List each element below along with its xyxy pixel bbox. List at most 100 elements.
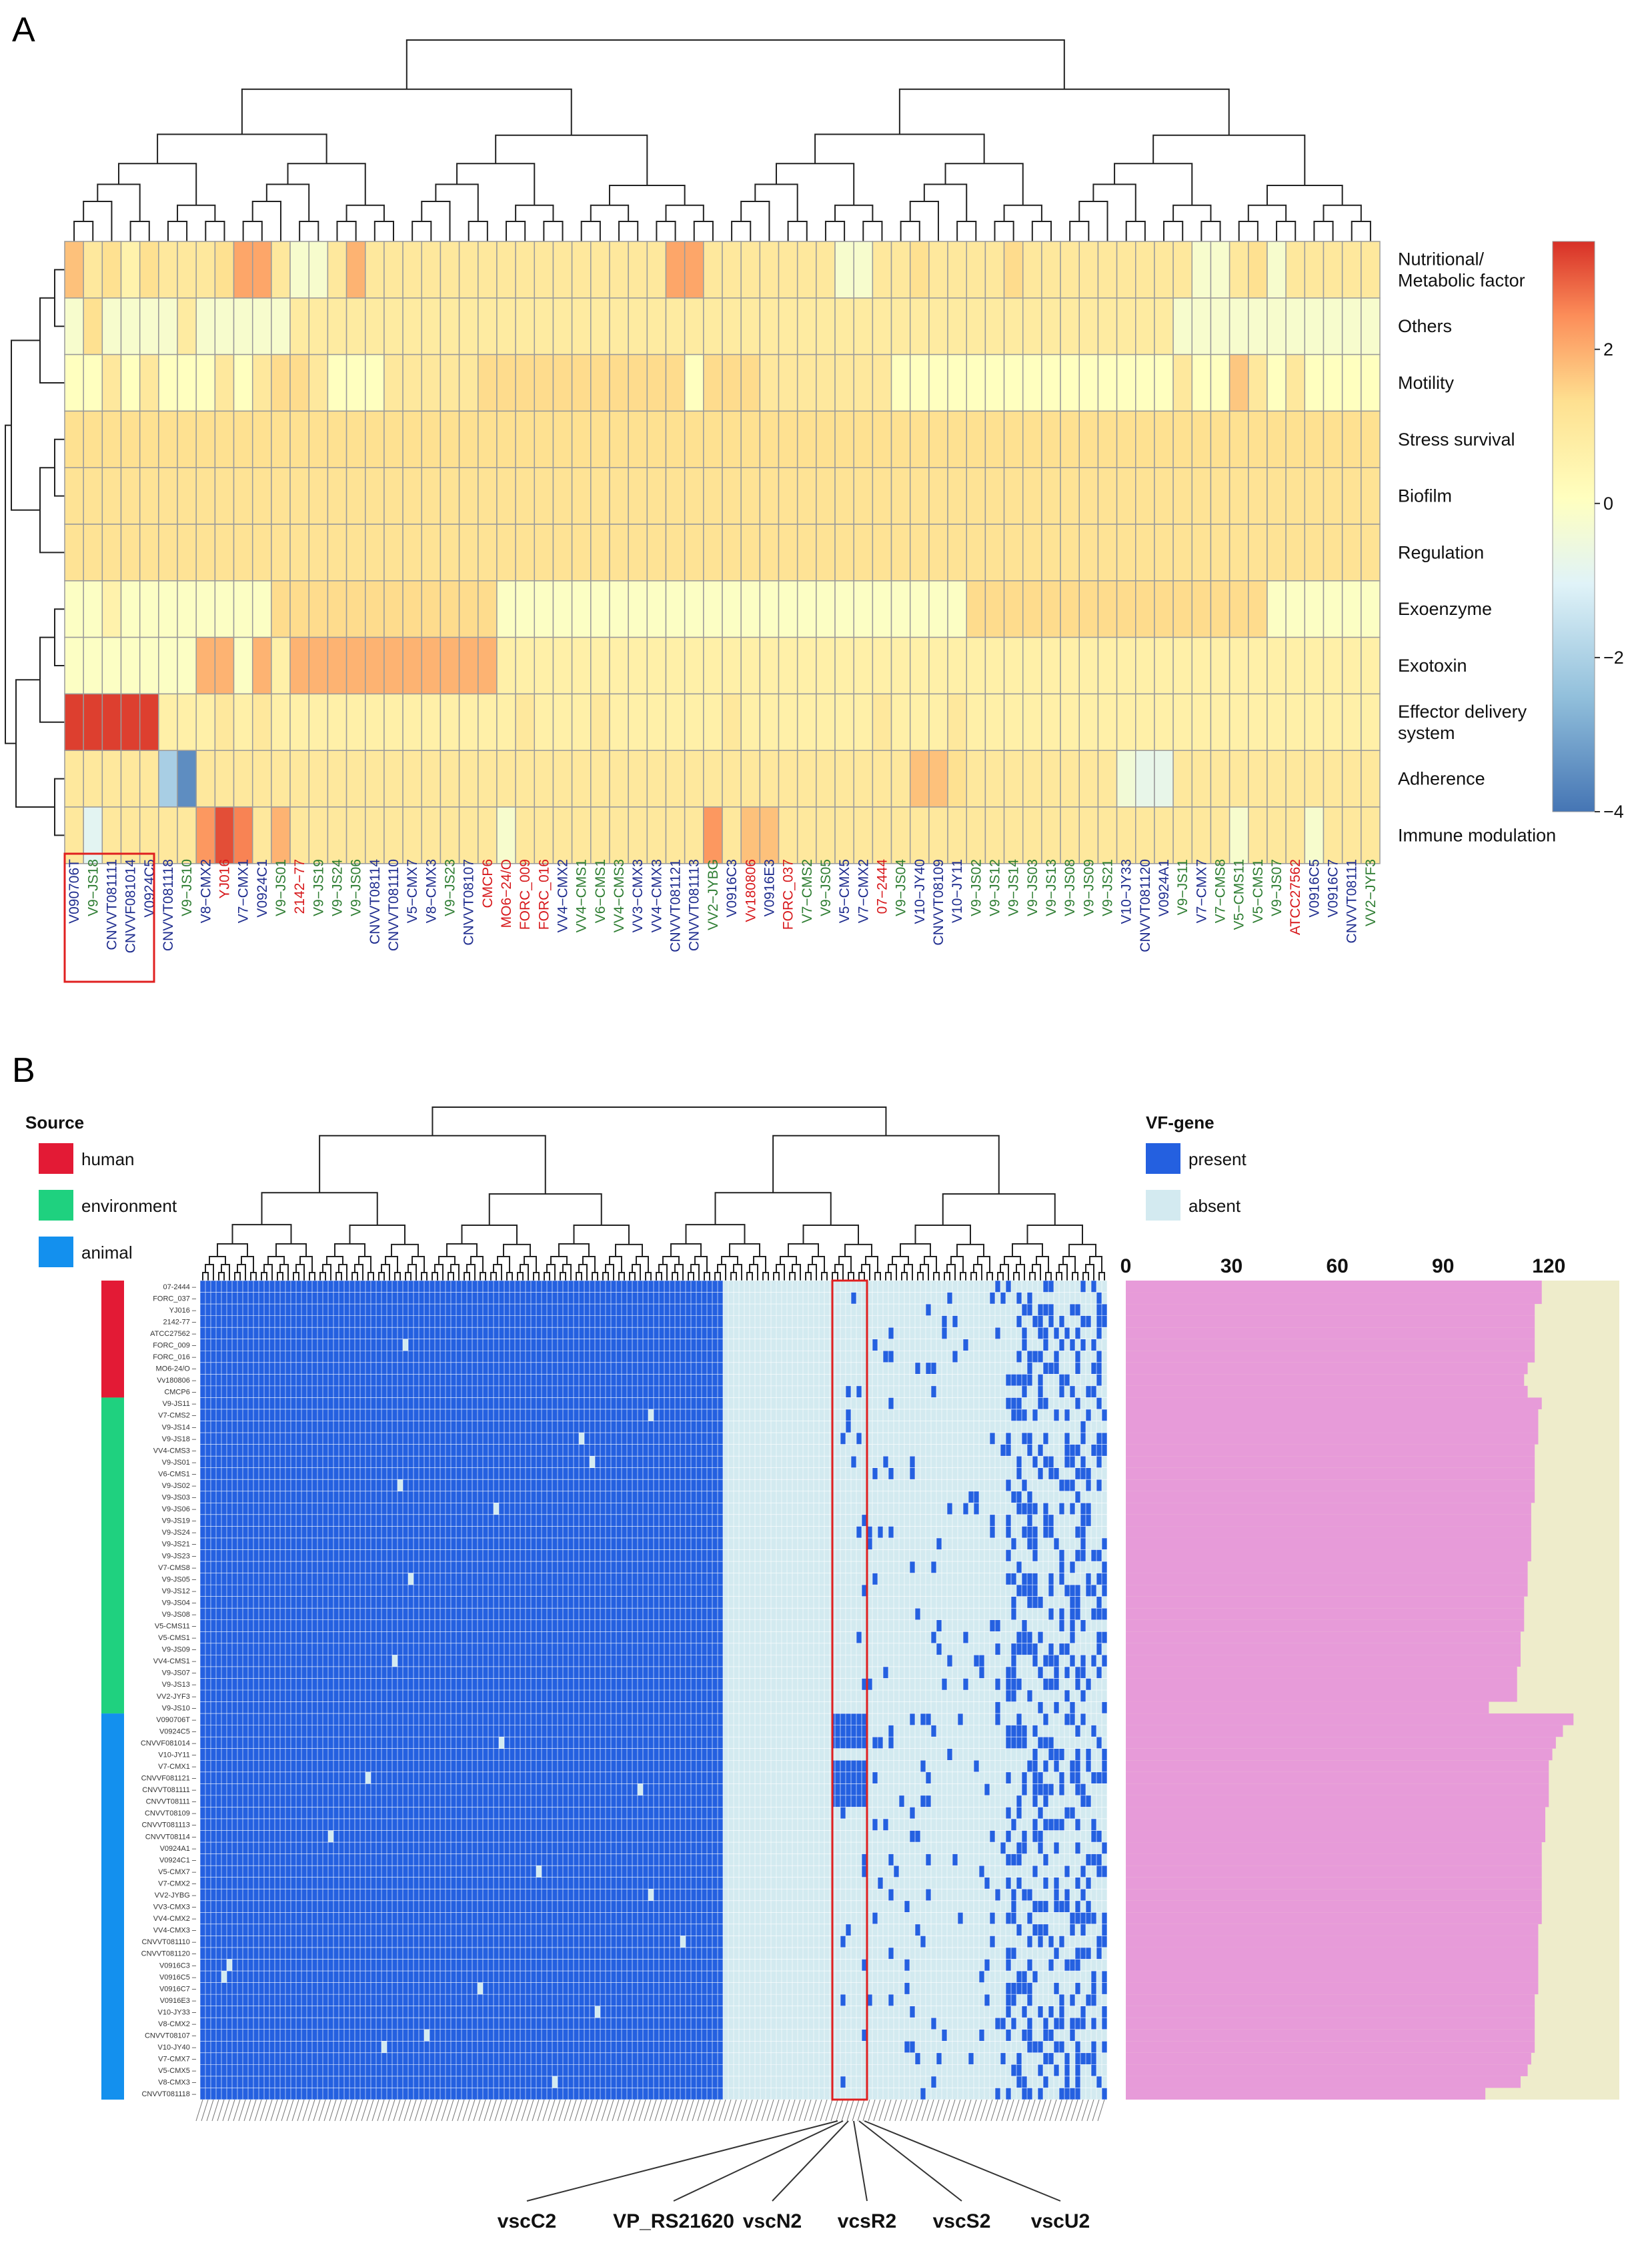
gene-tick — [622, 2099, 630, 2122]
source-legend-label: environment — [81, 1196, 177, 1216]
gene-tick — [793, 2099, 801, 2122]
heatmap-cell — [1011, 1737, 1016, 1749]
heatmap-cell — [1022, 750, 1042, 808]
strain-label: CNVVT081120 – — [141, 1950, 197, 1958]
dendrogram-branch — [762, 1272, 769, 1281]
heatmap-cell — [1054, 1842, 1059, 1854]
vf-count-bar — [1126, 1971, 1539, 1983]
heatmap-cell — [1006, 1807, 1011, 1819]
heatmap-cell — [816, 297, 836, 355]
heatmap-cell — [1064, 1327, 1070, 1339]
column-label: V0916C3 — [724, 859, 740, 918]
heatmap-cell — [722, 524, 742, 582]
heatmap-cell — [909, 693, 930, 751]
heatmap-cell — [665, 580, 686, 638]
gene-tick — [638, 2099, 646, 2122]
heatmap-cell — [1116, 750, 1136, 808]
heatmap-cell — [832, 1737, 867, 1749]
heatmap-cell — [1097, 241, 1118, 299]
heatmap-cell — [920, 1795, 926, 1807]
dendrogram-branch — [986, 1272, 993, 1281]
heatmap-cell — [867, 1537, 872, 1550]
heatmap-cell — [1078, 353, 1099, 412]
heatmap-cell — [1285, 806, 1306, 864]
heatmap-cell — [424, 2029, 430, 2042]
heatmap-cell — [101, 297, 122, 355]
heatmap-cell — [214, 750, 235, 808]
heatmap-cell — [1016, 2064, 1022, 2076]
heatmap-cell — [931, 1561, 936, 1573]
heatmap-cell — [1154, 806, 1174, 864]
dendrogram-branch — [629, 1272, 636, 1281]
heatmap-cell — [926, 1362, 931, 1375]
bar-axis-tick-label: 0 — [1120, 1255, 1132, 1277]
heatmap-cell — [383, 580, 403, 638]
column-label: FORC_016 — [536, 859, 552, 930]
heatmap-cell — [846, 1409, 851, 1421]
heatmap-cell — [1011, 1655, 1016, 1667]
vf-count-bar — [1126, 1467, 1535, 1480]
gene-tick — [516, 2099, 524, 2122]
strain-label: VV2-JYBG – — [155, 1892, 197, 1900]
heatmap-cell — [1341, 693, 1362, 751]
gene-tick — [836, 2099, 844, 2122]
heatmap-cell — [1361, 524, 1381, 582]
heatmap-cell — [915, 1362, 920, 1375]
heatmap-cell — [890, 297, 911, 355]
heatmap-cell — [665, 353, 686, 412]
row-label: Immune modulation — [1398, 825, 1556, 845]
dendrogram-branch — [1031, 221, 1052, 241]
heatmap-cell — [1080, 1889, 1086, 1901]
strain-label: V0916C5 – — [159, 1974, 197, 1982]
heatmap-cell — [1096, 1631, 1102, 1643]
heatmap-cell — [496, 467, 516, 525]
heatmap-cell — [403, 1339, 408, 1351]
heatmap-cell — [271, 241, 291, 299]
strain-label: V9-JS09 – — [162, 1646, 197, 1654]
colorbar-tick-label: −4 — [1603, 802, 1624, 822]
heatmap-cell — [984, 806, 1005, 864]
heatmap-cell — [1060, 580, 1080, 638]
heatmap-cell — [1032, 1456, 1038, 1468]
heatmap-cell — [1091, 2018, 1096, 2030]
heatmap-cell — [1267, 636, 1287, 695]
heatmap-cell — [928, 241, 948, 299]
gene-tick — [1097, 2099, 1105, 2122]
heatmap-cell — [83, 467, 103, 525]
column-label: V0916C5 — [1307, 859, 1322, 918]
heatmap-cell — [684, 524, 704, 582]
gene-tick — [910, 2099, 918, 2122]
heatmap-cell — [494, 1503, 499, 1515]
heatmap-cell — [759, 410, 780, 468]
heatmap-cell — [214, 806, 235, 864]
heatmap-cell — [984, 636, 1005, 695]
heatmap-cell — [628, 410, 648, 468]
heatmap-cell — [1102, 1315, 1107, 1328]
heatmap-cell — [1075, 2088, 1080, 2100]
dendrogram-branch — [432, 1272, 438, 1281]
heatmap-cell — [195, 693, 216, 751]
dendrogram-branch — [464, 1272, 470, 1281]
heatmap-cell — [872, 410, 892, 468]
heatmap-cell — [101, 806, 122, 864]
heatmap-cell — [1011, 1374, 1016, 1386]
heatmap-cell — [1003, 636, 1024, 695]
dendrogram-branch — [685, 1224, 746, 1244]
dendrogram-branch — [885, 1272, 892, 1281]
heatmap-cell — [1006, 1947, 1011, 1960]
heatmap-cell — [909, 636, 930, 695]
heatmap-cell — [120, 636, 141, 695]
heatmap-cell — [478, 580, 498, 638]
heatmap-cell — [759, 467, 780, 525]
vf-count-bar — [1126, 1421, 1539, 1433]
dendrogram-branch — [814, 133, 985, 164]
strain-label: YJ016 – — [169, 1307, 197, 1315]
heatmap-cell — [1016, 1585, 1022, 1597]
gene-tick — [393, 2099, 401, 2122]
heatmap-cell — [64, 636, 84, 695]
heatmap-cell — [862, 1959, 867, 1972]
heatmap-cell — [872, 524, 892, 582]
heatmap-cell — [665, 806, 686, 864]
heatmap-cell — [1016, 1982, 1022, 1995]
heatmap-cell — [478, 524, 498, 582]
